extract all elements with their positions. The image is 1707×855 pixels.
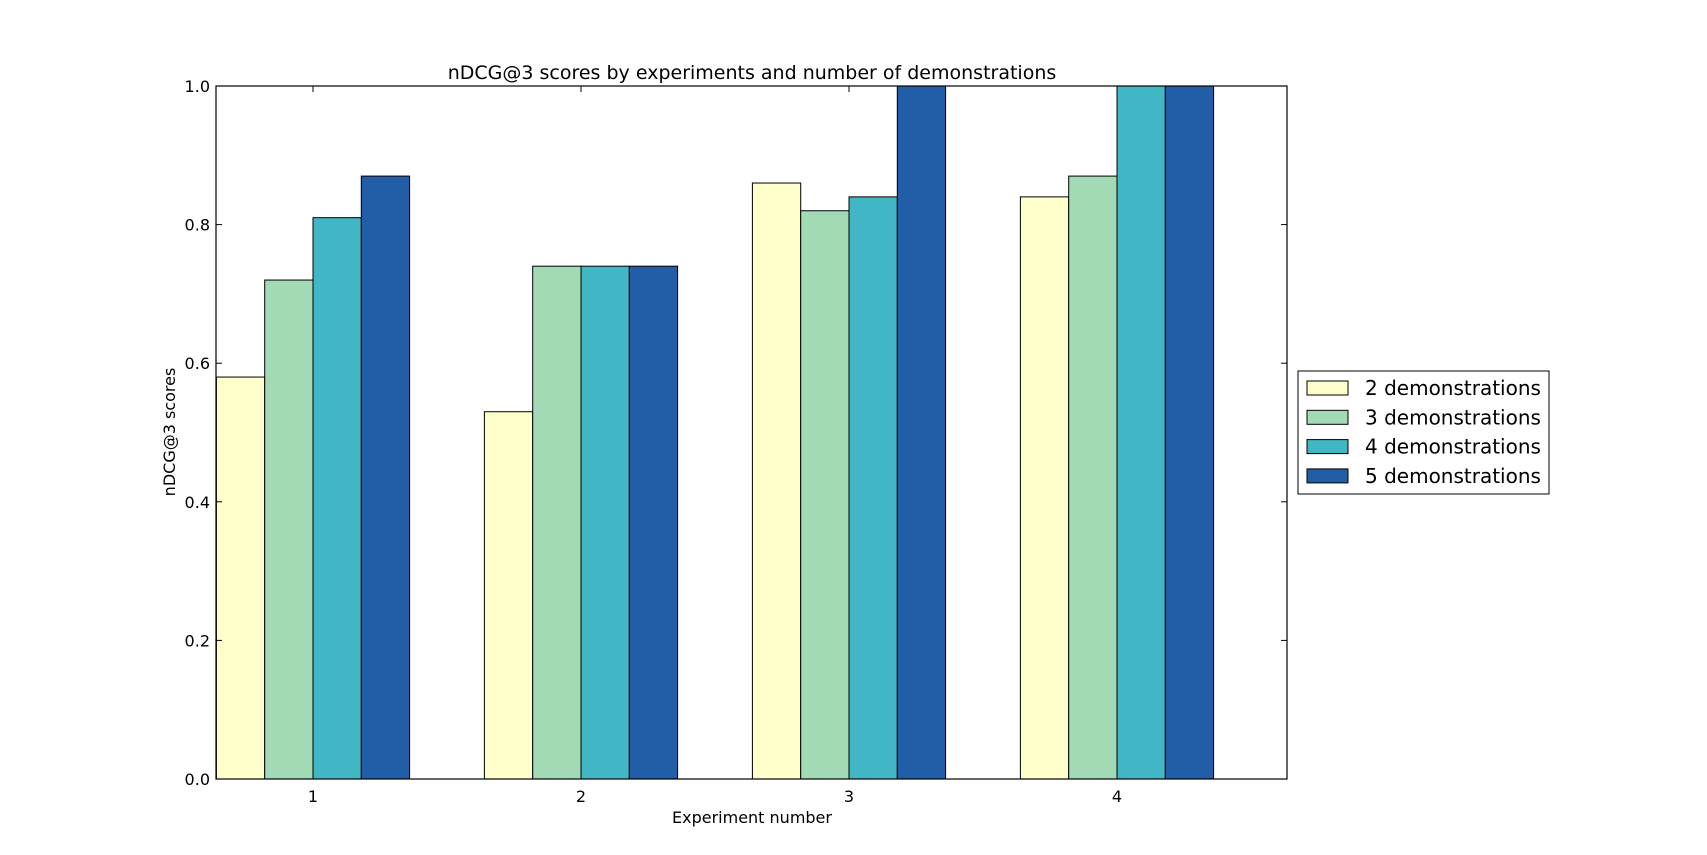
- legend-label-1: 2 demonstrations: [1365, 376, 1541, 400]
- bar-exp4-series3: [1116, 85, 1166, 780]
- y-axis-label: nDCG@3 scores: [160, 368, 179, 497]
- legend-swatch-3: [1306, 439, 1349, 455]
- legend-swatch-2: [1306, 409, 1349, 425]
- legend-swatch-1: [1306, 380, 1349, 396]
- y-tick-label: 0.0: [185, 770, 210, 789]
- legend-label-2: 3 demonstrations: [1365, 405, 1541, 429]
- bar-exp3-series4: [896, 85, 947, 780]
- x-axis-label: Experiment number: [672, 808, 832, 827]
- plot-frame: [215, 85, 1288, 780]
- legend: 2 demonstrations 3 demonstrations 4 demons…: [1297, 370, 1550, 495]
- y-tick-label: 0.6: [185, 354, 210, 373]
- bar-exp4-series2: [1068, 175, 1118, 780]
- chart-title: nDCG@3 scores by experiments and number …: [448, 62, 1057, 84]
- bar-exp3-series1: [751, 182, 802, 780]
- legend-swatch-4: [1306, 468, 1349, 484]
- bar-exp2-series2: [532, 265, 582, 780]
- bar-exp2-series1: [483, 411, 534, 780]
- ticks-layer: 0.0 0.2 0.4 0.6 0.8 1.0 1 2 3 4: [185, 77, 1287, 806]
- bar-exp1-series4: [360, 175, 411, 780]
- bar-exp4-series1: [1019, 196, 1070, 780]
- bar-exp1-series2: [264, 279, 314, 780]
- bar-exp1-series3: [312, 217, 362, 780]
- bar-exp3-series3: [848, 196, 898, 780]
- x-tick-label: 1: [308, 787, 318, 806]
- legend-label-4: 5 demonstrations: [1365, 464, 1541, 488]
- bar-exp1-series1: [215, 376, 266, 780]
- y-tick-label: 0.2: [185, 631, 210, 650]
- bar-exp3-series2: [800, 210, 850, 780]
- legend-items: 2 demonstrations 3 demonstrations 4 demons…: [1306, 376, 1541, 488]
- x-tick-label: 2: [576, 787, 586, 806]
- bar-exp2-series3: [580, 265, 630, 780]
- bars-layer: [215, 85, 1215, 780]
- y-tick-label: 0.4: [185, 493, 210, 512]
- x-tick-label: 3: [844, 787, 854, 806]
- x-tick-label: 4: [1112, 787, 1122, 806]
- y-tick-label: 1.0: [185, 77, 210, 96]
- legend-label-3: 4 demonstrations: [1365, 435, 1541, 459]
- y-tick-label: 0.8: [185, 216, 210, 235]
- bar-exp4-series4: [1164, 85, 1215, 780]
- bar-exp2-series4: [628, 265, 679, 780]
